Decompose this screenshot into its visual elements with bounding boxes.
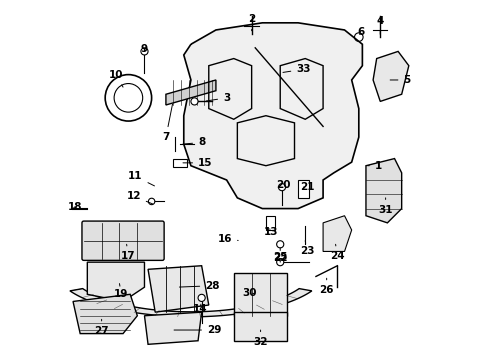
Text: 32: 32 [253, 330, 267, 347]
Text: 7: 7 [162, 104, 172, 142]
Text: 10: 10 [108, 69, 123, 87]
Text: 12: 12 [126, 191, 152, 204]
Text: 15: 15 [183, 158, 212, 168]
Text: 1: 1 [367, 161, 381, 171]
Text: 16: 16 [217, 234, 238, 244]
Text: 2: 2 [247, 14, 255, 31]
Text: 5: 5 [389, 75, 410, 85]
Text: 26: 26 [319, 278, 333, 296]
Text: 33: 33 [283, 64, 310, 74]
Polygon shape [165, 80, 216, 105]
Text: 8: 8 [183, 138, 205, 148]
Text: 14: 14 [192, 303, 207, 314]
Polygon shape [144, 312, 201, 344]
Bar [265, 216, 274, 230]
Circle shape [276, 241, 283, 248]
Polygon shape [148, 266, 208, 312]
PathPatch shape [183, 23, 362, 208]
Circle shape [141, 48, 148, 55]
Text: 27: 27 [94, 319, 109, 337]
Bar [298, 180, 308, 198]
Text: 11: 11 [128, 171, 154, 186]
Text: 22: 22 [272, 248, 287, 263]
Circle shape [198, 294, 205, 301]
Bar [173, 158, 187, 167]
Text: 18: 18 [67, 202, 82, 212]
Circle shape [276, 258, 283, 266]
Text: 17: 17 [121, 244, 136, 261]
Circle shape [148, 198, 155, 204]
Text: 31: 31 [378, 198, 392, 215]
Text: 24: 24 [329, 244, 344, 261]
Text: 6: 6 [356, 27, 364, 37]
Polygon shape [87, 262, 144, 301]
Text: 4: 4 [376, 16, 383, 34]
Polygon shape [233, 312, 287, 341]
Text: 13: 13 [264, 227, 278, 237]
Text: 23: 23 [299, 241, 314, 256]
Circle shape [190, 98, 198, 105]
Text: 29: 29 [174, 325, 221, 335]
Circle shape [278, 184, 285, 191]
Polygon shape [73, 294, 137, 334]
Text: 25: 25 [272, 252, 287, 262]
Polygon shape [372, 51, 408, 102]
Text: 9: 9 [141, 44, 148, 54]
Polygon shape [233, 273, 287, 316]
Text: 19: 19 [114, 284, 128, 299]
Polygon shape [323, 216, 351, 251]
Text: 20: 20 [276, 180, 290, 190]
Polygon shape [70, 289, 311, 317]
FancyBboxPatch shape [82, 221, 164, 260]
Polygon shape [365, 158, 401, 223]
Text: 21: 21 [299, 182, 314, 192]
Text: 28: 28 [179, 281, 219, 291]
Text: 30: 30 [242, 288, 257, 297]
Text: 3: 3 [206, 93, 230, 103]
